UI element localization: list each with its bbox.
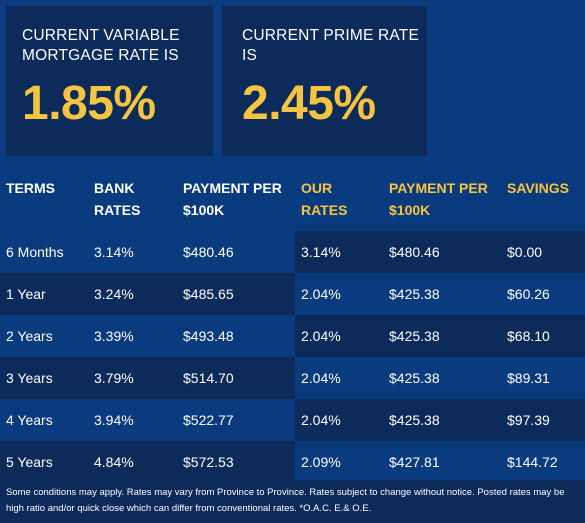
our-rate-cell: 2.04% — [301, 286, 341, 302]
header-bank-payment: PAYMENT PER $100K — [183, 180, 282, 218]
bank-payment-cell: $493.48 — [183, 328, 234, 344]
term-cell: 3 Years — [6, 370, 53, 386]
savings-cell: $68.10 — [507, 328, 550, 344]
savings-cell: $144.72 — [507, 454, 558, 470]
our-payment-cell: $425.38 — [389, 370, 440, 386]
disclaimer-footer: Some conditions may apply. Rates may var… — [0, 480, 585, 523]
bank-rate-cell: 3.39% — [94, 328, 134, 344]
prime-rate-value: 2.45% — [242, 77, 376, 130]
table-row: 6 Months 3.14% $480.46 3.14% $480.46 $0.… — [0, 231, 585, 273]
table-row: 5 Years 4.84% $572.53 2.09% $427.81 $144… — [0, 441, 585, 480]
header-bank-rates: BANK RATES — [94, 180, 141, 218]
our-payment-cell: $425.38 — [389, 328, 440, 344]
table-row: 2 Years 3.39% $493.48 2.04% $425.38 $68.… — [0, 315, 585, 357]
term-cell: 5 Years — [6, 454, 53, 470]
our-rate-cell: 2.04% — [301, 370, 341, 386]
savings-cell: $0.00 — [507, 244, 543, 260]
our-payment-cell: $425.38 — [389, 286, 440, 302]
bank-payment-cell: $572.53 — [183, 454, 234, 470]
bank-rate-cell: 3.79% — [94, 370, 134, 386]
bank-rate-cell: 3.94% — [94, 412, 134, 428]
our-rate-cell: 2.04% — [301, 328, 341, 344]
our-rate-cell: 2.09% — [301, 454, 341, 470]
our-payment-cell: $425.38 — [389, 412, 440, 428]
table-row: 3 Years 3.79% $514.70 2.04% $425.38 $89.… — [0, 357, 585, 399]
our-rate-cell: 3.14% — [301, 244, 341, 260]
table-row: 1 Year 3.24% $485.65 2.04% $425.38 $60.2… — [0, 273, 585, 315]
savings-cell: $97.39 — [507, 412, 550, 428]
header-savings: SAVINGS — [507, 180, 569, 196]
header-our-payment: PAYMENT PER $100K — [389, 180, 488, 218]
our-payment-cell: $427.81 — [389, 454, 440, 470]
bank-rate-cell: 3.24% — [94, 286, 134, 302]
bank-payment-cell: $480.46 — [183, 244, 234, 260]
term-cell: 1 Year — [6, 286, 46, 302]
prime-rate-label: CURRENT PRIME RATE IS — [242, 27, 419, 64]
bank-payment-cell: $485.65 — [183, 286, 234, 302]
variable-rate-card: CURRENT VARIABLE MORTGAGE RATE IS 1.85% — [6, 6, 213, 156]
disclaimer-text: Some conditions may apply. Rates may var… — [6, 487, 565, 514]
term-cell: 4 Years — [6, 412, 53, 428]
our-rate-cell: 2.04% — [301, 412, 341, 428]
bank-payment-cell: $522.77 — [183, 412, 234, 428]
prime-rate-card: CURRENT PRIME RATE IS 2.45% — [222, 6, 427, 156]
term-cell: 6 Months — [6, 244, 64, 260]
savings-cell: $89.31 — [507, 370, 550, 386]
bank-rate-cell: 3.14% — [94, 244, 134, 260]
term-cell: 2 Years — [6, 328, 53, 344]
bank-rate-cell: 4.84% — [94, 454, 134, 470]
variable-rate-value: 1.85% — [22, 77, 156, 130]
our-payment-cell: $480.46 — [389, 244, 440, 260]
header-our-rates: OUR RATES — [301, 180, 348, 218]
variable-rate-label: CURRENT VARIABLE MORTGAGE RATE IS — [22, 27, 180, 64]
savings-cell: $60.26 — [507, 286, 550, 302]
header-terms: TERMS — [6, 180, 55, 196]
rates-table-header: TERMS BANK RATES PAYMENT PER $100K OUR R… — [0, 163, 585, 227]
bank-payment-cell: $514.70 — [183, 370, 234, 386]
table-row: 4 Years 3.94% $522.77 2.04% $425.38 $97.… — [0, 399, 585, 441]
